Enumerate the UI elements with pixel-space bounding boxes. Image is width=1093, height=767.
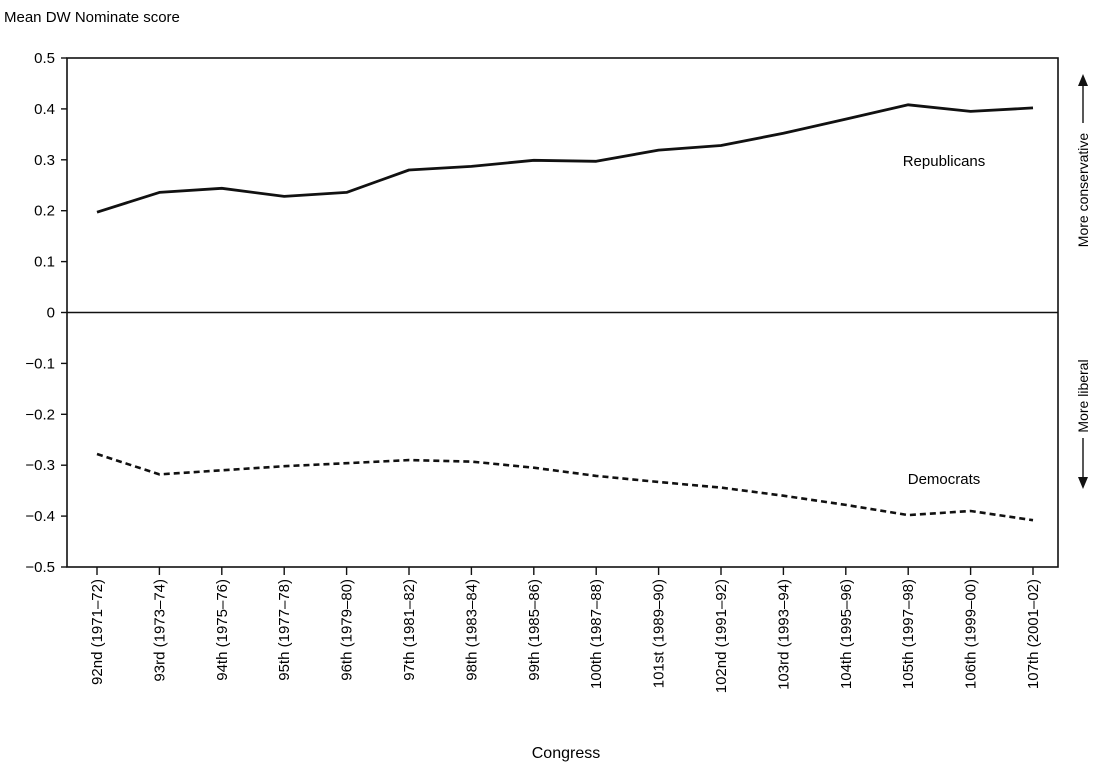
- plot-area: 0.5 0.4 0.3 0.2 0.1 0 −0.1 −0.2 −0.3 −0.4 −0.5 92nd…: [25, 50, 1059, 693]
- x-tick-label: 93rd (1973–74): [151, 579, 168, 682]
- x-tick-label: 106th (1999–00): [963, 579, 980, 689]
- x-tick-label: 105th (1997–98): [900, 579, 917, 689]
- x-tick-label: 107th (2001–02): [1025, 579, 1042, 689]
- x-tick-label: 99th (1985–86): [526, 579, 543, 681]
- y-tick-label: 0: [47, 305, 55, 322]
- y-tick-label: 0.4: [34, 101, 55, 118]
- republicans-line: [96, 103, 1034, 214]
- y-tick-label: −0.5: [25, 559, 55, 576]
- more-conservative-label: More conservative: [1075, 133, 1091, 248]
- y-tick-label: 0.2: [34, 203, 55, 220]
- x-tick-label: 95th (1977–78): [276, 579, 293, 681]
- x-tick-label: 97th (1981–82): [401, 579, 418, 681]
- up-arrow-head: [1078, 74, 1088, 86]
- y-tick-label: −0.3: [25, 457, 55, 474]
- y-tick-label: −0.1: [25, 355, 55, 372]
- x-tick-label: 96th (1979–80): [339, 579, 356, 681]
- democrats-line: [96, 452, 1034, 522]
- x-tick-label: 102nd (1991–92): [713, 579, 730, 693]
- down-arrow-head: [1078, 477, 1088, 489]
- y-tick-label: 0.3: [34, 152, 55, 169]
- x-tick-label: 92nd (1971–72): [89, 579, 106, 685]
- x-tick-label: 104th (1995–96): [838, 579, 855, 689]
- x-tick-label: 100th (1987–88): [588, 579, 605, 689]
- more-liberal-label: More liberal: [1075, 359, 1091, 432]
- y-tick-label: 0.1: [34, 254, 55, 271]
- direction-arrows: [1078, 74, 1088, 489]
- x-tick-label: 101st (1989–90): [651, 579, 668, 688]
- y-tick-label: 0.5: [34, 50, 55, 67]
- y-tick-label: −0.2: [25, 406, 55, 423]
- y-tick-label: −0.4: [25, 508, 55, 525]
- x-tick-label: 103rd (1993–94): [775, 579, 792, 690]
- republicans-label: Republicans: [903, 153, 986, 170]
- x-tick-label: 94th (1975–76): [214, 579, 231, 681]
- x-tick-label: 98th (1983–84): [463, 579, 480, 681]
- chart-title: Mean DW Nominate score: [4, 9, 180, 26]
- x-axis-label: Congress: [532, 745, 600, 762]
- democrats-label: Democrats: [908, 471, 981, 488]
